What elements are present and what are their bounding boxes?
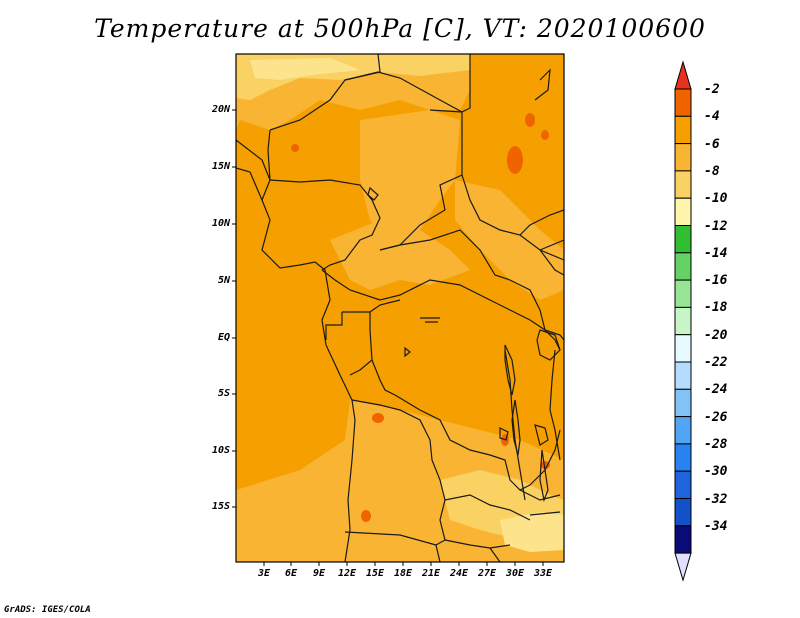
colorbar-box: [674, 443, 692, 472]
colorbar-box: [674, 416, 692, 445]
colorbar-top-arrow: [674, 60, 692, 90]
colorbar-bottom-arrow: [674, 552, 692, 582]
lat-label-20n: 20N: [211, 104, 230, 115]
lon-label-15e: 15E: [365, 568, 385, 579]
grads-credit: GrADS: IGES/COLA: [4, 605, 91, 615]
field-speck-7: [540, 461, 550, 469]
colorbar-box: [674, 197, 692, 226]
colorbar-box: [674, 525, 692, 554]
colorbar-box: [674, 470, 692, 500]
colorbar-label: -34: [704, 518, 728, 534]
colorbar-box: [674, 252, 692, 281]
colorbar-label: -26: [704, 409, 728, 425]
field-speck-4: [291, 144, 299, 152]
field-speck-5: [372, 413, 384, 423]
colorbar-label: -4: [704, 109, 720, 125]
field-region-drc: [380, 290, 500, 400]
lon-label-30e: 30E: [505, 568, 525, 579]
colorbar-label: -14: [704, 245, 728, 261]
lat-label-5n: 5N: [217, 275, 230, 286]
colorbar-box: [674, 143, 692, 172]
field-region-coast-strip: [236, 265, 330, 292]
lat-label-5s: 5S: [217, 388, 230, 399]
colorbar-label: -10: [704, 191, 728, 207]
colorbar-box: [674, 115, 692, 145]
colorbar-label: -16: [704, 273, 728, 289]
lat-label-15n: 15N: [211, 161, 230, 172]
lat-label-10n: 10N: [211, 218, 230, 229]
colorbar-box: [674, 279, 692, 308]
country-boundaries: [236, 54, 564, 562]
field-region-southwest: [236, 440, 350, 562]
colorbar-label: -8: [704, 163, 720, 179]
field-speck-2: [525, 113, 535, 127]
lon-label-6e: 6E: [284, 568, 298, 579]
colorbar-label: -2: [704, 82, 720, 97]
colorbar-label: -24: [704, 382, 728, 398]
colorbar: [674, 60, 692, 582]
colorbar-box: [674, 498, 692, 527]
colorbar-box: [674, 225, 692, 254]
lon-label-24e: 24E: [449, 568, 469, 579]
field-speck-3: [541, 130, 549, 140]
colorbar-label: -18: [704, 300, 728, 316]
colorbar-box: [674, 388, 692, 418]
field-region-sahara-light: [250, 58, 360, 80]
colorbar-label: -32: [704, 491, 728, 507]
field-speck-6: [361, 510, 371, 522]
plot-frame: [235, 53, 565, 563]
field-region-mozambique-light: [500, 512, 564, 552]
colorbar-label: -22: [704, 355, 728, 370]
lat-label-eq: EQ: [217, 332, 230, 343]
lakes: [367, 68, 561, 516]
lat-label-10s: 10S: [211, 445, 230, 456]
field-speck-1: [507, 146, 523, 174]
lon-label-21e: 21E: [421, 568, 441, 579]
lon-label-18e: 18E: [393, 568, 413, 579]
lon-label-9e: 9E: [312, 568, 326, 579]
colorbar-box: [674, 88, 692, 117]
lat-label-15s: 15S: [211, 501, 230, 512]
colorbar-box: [674, 361, 692, 390]
lon-label-27e: 27E: [477, 568, 497, 579]
lon-label-33e: 33E: [533, 568, 553, 579]
lon-label-3e: 3E: [257, 568, 271, 579]
colorbar-box: [674, 306, 692, 336]
colorbar-box: [674, 334, 692, 363]
colorbar-box: [674, 170, 692, 199]
field-region-sudan-east: [455, 180, 564, 300]
colorbar-label: -30: [704, 464, 728, 480]
colorbar-label: -12: [704, 218, 728, 234]
colorbar-label: -28: [704, 436, 728, 452]
axis-ticks: [232, 109, 544, 566]
colorbar-label: -6: [704, 136, 720, 152]
field-region-chad: [360, 110, 460, 240]
temperature-field: [236, 54, 564, 562]
map-title: Temperature at 500hPa [C], VT: 202010060…: [94, 14, 706, 43]
colorbar-label: -20: [704, 327, 728, 343]
lon-label-12e: 12E: [337, 568, 357, 579]
